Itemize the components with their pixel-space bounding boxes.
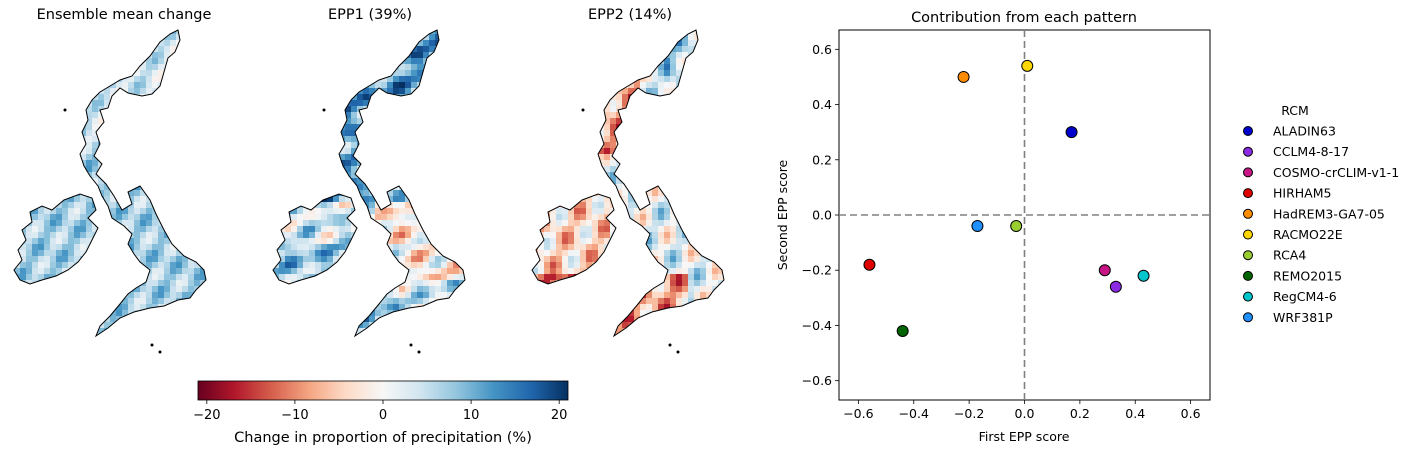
plot-frame bbox=[838, 29, 1211, 401]
y-tick-label: −0.2 bbox=[802, 263, 832, 278]
island-marker bbox=[409, 343, 413, 347]
coastline-great-britain bbox=[79, 29, 207, 338]
legend-marker bbox=[1243, 208, 1253, 219]
x-tick-label: −0.6 bbox=[843, 406, 873, 421]
map-grid-cells bbox=[532, 30, 724, 336]
legend-marker bbox=[1243, 146, 1253, 157]
island-marker bbox=[581, 108, 585, 112]
legend-item-label: RegCM4-6 bbox=[1273, 289, 1337, 304]
scatter-point bbox=[957, 70, 970, 83]
scatter-point bbox=[971, 220, 984, 233]
legend-marker bbox=[1243, 229, 1253, 240]
map-epp2 bbox=[531, 29, 725, 354]
y-tick-label: 0.4 bbox=[812, 97, 832, 112]
colorbar-label: Change in proportion of precipitation (%… bbox=[234, 430, 532, 446]
scatter-point bbox=[1098, 264, 1111, 277]
colorbar-tick-label: −10 bbox=[281, 408, 308, 423]
legend-item-label: COSMO-crCLIM-v1-1 bbox=[1273, 165, 1399, 180]
coastline-ireland bbox=[13, 193, 99, 285]
map-ensemble-mean bbox=[13, 29, 207, 354]
legend-item-label: RACMO22E bbox=[1273, 227, 1343, 242]
x-tick-label: 0.4 bbox=[1125, 406, 1145, 421]
y-axis-ticks: −0.6 −0.4 −0.2 0.0 0.2 0.4 0.6 bbox=[802, 42, 839, 388]
map-title-ensemble-mean: Ensemble mean change bbox=[36, 7, 212, 23]
scatter-point bbox=[1109, 280, 1122, 293]
island-marker bbox=[417, 350, 421, 354]
legend-marker bbox=[1243, 312, 1253, 323]
legend: RCM ALADIN63 CCLM4-8-17 COSMO-crCLIM-v1-1 H… bbox=[1243, 103, 1399, 325]
colorbar-tick-label: 0 bbox=[379, 408, 387, 423]
legend-item-label: WRF381P bbox=[1273, 310, 1333, 325]
scatter-point bbox=[1065, 126, 1078, 139]
x-tick-label: 0.6 bbox=[1181, 406, 1201, 421]
map-epp1 bbox=[272, 29, 466, 354]
y-tick-label: −0.4 bbox=[802, 318, 832, 333]
colorbar-tick-label: 10 bbox=[463, 408, 480, 423]
map-grid-cells bbox=[14, 30, 206, 336]
x-axis-label: First EPP score bbox=[979, 429, 1070, 444]
island-marker bbox=[322, 108, 326, 112]
legend-marker bbox=[1243, 126, 1253, 136]
map-title-epp2: EPP2 (14%) bbox=[587, 7, 673, 23]
legend-item-label: HIRHAM5 bbox=[1273, 186, 1331, 201]
y-tick-label: 0.2 bbox=[812, 152, 832, 167]
chart-title: Contribution from each pattern bbox=[911, 10, 1137, 26]
x-tick-label: −0.4 bbox=[899, 406, 929, 421]
map-grid-cells bbox=[273, 30, 465, 336]
y-tick-label: 0.0 bbox=[812, 208, 832, 223]
legend-item-label: ALADIN63 bbox=[1273, 124, 1336, 139]
scatter-point bbox=[1137, 269, 1150, 282]
coastline-ireland bbox=[272, 193, 358, 285]
map-title-epp1: EPP1 (39%) bbox=[327, 7, 413, 23]
legend-marker bbox=[1243, 188, 1253, 199]
legend-item-label: REMO2015 bbox=[1273, 268, 1342, 283]
legend-marker bbox=[1243, 167, 1253, 178]
scatter-point bbox=[1010, 220, 1023, 233]
scatter-point bbox=[1021, 59, 1034, 72]
island-marker bbox=[63, 108, 67, 112]
x-axis-ticks: −0.6 −0.4 −0.2 0.0 0.2 0.4 0.6 bbox=[843, 400, 1201, 421]
y-tick-label: 0.6 bbox=[812, 42, 832, 57]
coastline-great-britain bbox=[338, 29, 466, 338]
legend-item-label: HadREM3-GA7-05 bbox=[1273, 206, 1385, 221]
island-marker bbox=[158, 350, 162, 354]
colorbar-gradient bbox=[197, 380, 569, 401]
reference-lines bbox=[839, 30, 1210, 400]
scatter-points bbox=[863, 59, 1150, 337]
legend-marker bbox=[1243, 291, 1253, 302]
colorbar-tick-label: −20 bbox=[193, 408, 220, 423]
coastline-ireland bbox=[531, 193, 617, 285]
y-tick-label: −0.6 bbox=[802, 373, 832, 388]
legend-marker bbox=[1243, 250, 1253, 261]
legend-title: RCM bbox=[1281, 103, 1309, 118]
legend-item-label: RCA4 bbox=[1273, 248, 1306, 263]
scatter-point bbox=[863, 258, 876, 271]
island-marker bbox=[676, 350, 680, 354]
legend-marker bbox=[1243, 270, 1253, 281]
island-marker bbox=[668, 343, 672, 347]
colorbar-tick-label: 20 bbox=[551, 408, 568, 423]
y-axis-label: Second EPP score bbox=[775, 159, 790, 270]
x-tick-label: −0.2 bbox=[954, 406, 984, 421]
colorbar: −20 −10 0 10 20 Change in proportion of prec… bbox=[193, 380, 569, 446]
legend-item-label: CCLM4-8-17 bbox=[1273, 144, 1349, 159]
scatter-point bbox=[896, 324, 909, 337]
map-panels: −20 −10 0 10 20 Change in proportion of prec… bbox=[13, 29, 725, 446]
coastline-great-britain bbox=[597, 29, 725, 338]
x-tick-label: 0.0 bbox=[1015, 406, 1035, 421]
x-tick-label: 0.2 bbox=[1070, 406, 1090, 421]
island-marker bbox=[150, 343, 154, 347]
